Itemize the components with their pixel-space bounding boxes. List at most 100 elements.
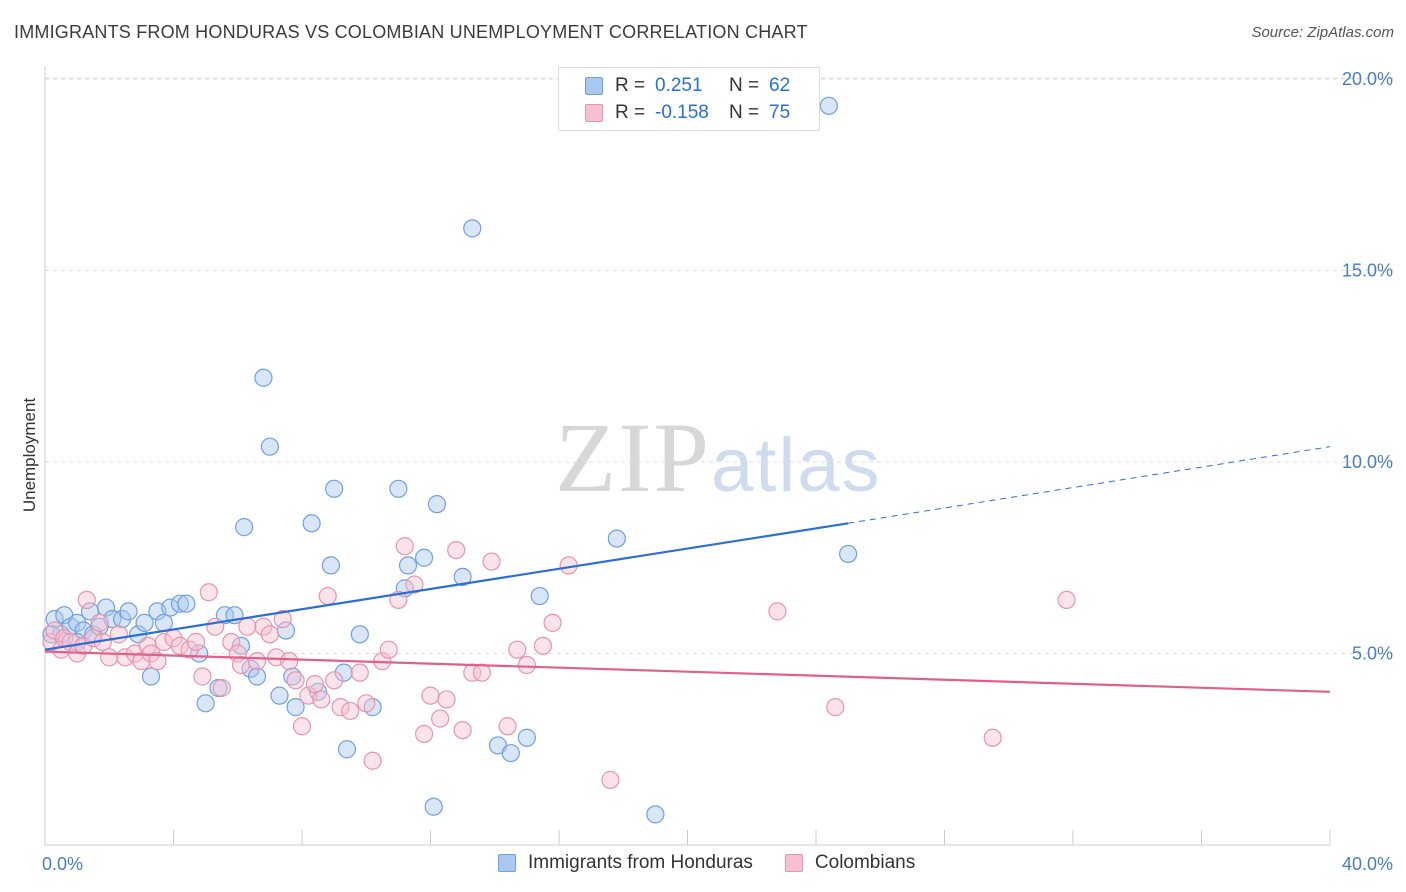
tick-labels: 5.0% 10.0% 15.0% 20.0% 0.0% 40.0% xyxy=(42,69,1393,874)
watermark-zip: ZIP xyxy=(555,402,711,513)
data-points xyxy=(42,96,1076,824)
legend-n-label: N = xyxy=(729,75,760,96)
legend-row-honduras: R = 0.251 N = 62 xyxy=(585,74,790,98)
data-point xyxy=(273,609,292,629)
series-legend-item-honduras: Immigrants from Honduras xyxy=(498,852,753,874)
x-tick-label: 40.0% xyxy=(1342,854,1393,874)
watermark: ZIPatlas xyxy=(555,400,882,515)
data-point xyxy=(819,96,838,115)
data-point xyxy=(109,625,128,644)
data-point xyxy=(341,701,360,721)
data-point xyxy=(414,548,434,567)
data-point xyxy=(170,594,190,613)
data-point xyxy=(141,667,161,686)
data-point xyxy=(222,632,241,652)
series-legend-item-colombians: Colombians xyxy=(784,852,916,874)
data-point xyxy=(177,594,196,613)
data-point xyxy=(321,556,341,575)
data-point xyxy=(148,652,167,671)
series-legend-label: Colombians xyxy=(814,852,916,873)
data-point xyxy=(45,621,64,640)
data-point xyxy=(463,219,482,238)
series-swatch-honduras xyxy=(498,854,516,872)
data-point xyxy=(199,583,218,602)
y-tick-label: 20.0% xyxy=(1342,69,1393,89)
data-point xyxy=(286,698,305,717)
data-point xyxy=(543,613,562,632)
data-point xyxy=(337,740,357,759)
correlation-legend: R = 0.251 N = 62 R = -0.158 N = 75 xyxy=(558,67,820,131)
data-point xyxy=(517,655,536,675)
data-point xyxy=(646,805,665,824)
data-point xyxy=(826,698,845,717)
data-point xyxy=(318,586,337,606)
data-point xyxy=(607,529,626,548)
data-point xyxy=(447,540,466,560)
data-point xyxy=(292,717,312,736)
legend-n-value: 62 xyxy=(769,75,791,96)
trend-line xyxy=(44,650,1331,693)
data-point xyxy=(325,671,344,690)
y-tick-label: 15.0% xyxy=(1342,261,1393,281)
data-point xyxy=(334,663,353,682)
data-point xyxy=(453,720,472,740)
legend-n-value: 75 xyxy=(769,102,791,123)
data-point xyxy=(530,586,549,606)
data-point xyxy=(286,671,305,690)
data-point xyxy=(325,479,344,498)
legend-r-label: R = xyxy=(615,75,646,96)
trend-line-extension xyxy=(848,446,1331,524)
data-point xyxy=(533,636,553,655)
data-point xyxy=(453,567,472,587)
data-point xyxy=(424,797,443,816)
data-point xyxy=(119,602,138,621)
data-point xyxy=(90,613,109,632)
data-point xyxy=(421,686,440,705)
legend-swatch-colombians xyxy=(585,104,603,122)
data-point xyxy=(302,514,321,533)
data-point xyxy=(395,537,414,556)
legend-r-label: R = xyxy=(615,102,646,123)
data-point xyxy=(357,694,376,713)
y-tick-label: 5.0% xyxy=(1352,644,1393,664)
data-point xyxy=(247,667,267,686)
data-point xyxy=(350,625,369,644)
data-point xyxy=(135,613,154,632)
source-label: Source: ZipAtlas.com xyxy=(1251,24,1394,41)
data-point xyxy=(132,652,151,671)
data-point xyxy=(1057,590,1076,609)
x-tick-label: 0.0% xyxy=(42,854,83,874)
data-point xyxy=(363,751,382,770)
data-point xyxy=(839,544,858,564)
data-point xyxy=(190,644,209,663)
data-point xyxy=(77,590,96,609)
data-point xyxy=(389,479,408,498)
series-swatch-colombians xyxy=(784,854,803,872)
data-point xyxy=(431,709,450,728)
watermark-atlas: atlas xyxy=(711,423,882,508)
data-point xyxy=(100,648,119,667)
data-point xyxy=(437,690,456,709)
data-point xyxy=(398,556,418,575)
grid-lines xyxy=(45,77,1395,654)
data-point xyxy=(482,552,501,571)
data-point xyxy=(350,663,369,682)
data-point xyxy=(498,717,517,736)
axes xyxy=(44,66,1331,846)
data-point xyxy=(186,632,206,652)
chart-title: IMMIGRANTS FROM HONDURAS VS COLOMBIAN UN… xyxy=(14,22,808,42)
data-point xyxy=(193,667,212,686)
trend-lines xyxy=(44,446,1331,693)
data-point xyxy=(517,728,536,747)
legend-swatch-honduras xyxy=(585,77,603,95)
data-point xyxy=(96,598,116,617)
legend-n-label: N = xyxy=(729,102,760,123)
data-point xyxy=(331,698,350,717)
data-point xyxy=(280,652,299,671)
series-legend: Immigrants from Honduras Colombians xyxy=(498,852,947,874)
trend-line xyxy=(44,522,849,651)
series-points xyxy=(42,537,1076,789)
data-point xyxy=(260,437,279,456)
y-tick-label: 10.0% xyxy=(1342,452,1393,472)
